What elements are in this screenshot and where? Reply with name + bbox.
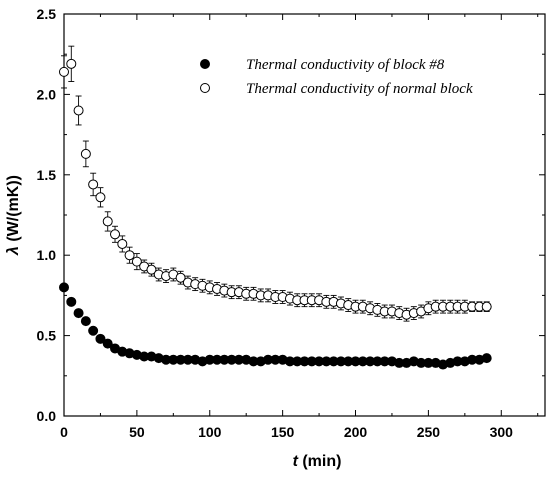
data-point-normal-block <box>131 256 142 267</box>
y-tick-label: 0.5 <box>37 328 57 344</box>
x-tick-label: 200 <box>344 424 368 440</box>
data-points <box>59 58 492 370</box>
x-tick-label: 300 <box>490 424 514 440</box>
data-point-normal-block <box>80 148 91 159</box>
data-point-normal-block <box>146 264 157 275</box>
x-tick-label: 0 <box>60 424 68 440</box>
x-axis-unit: (min) <box>298 453 342 470</box>
legend-label-block8: Thermal conductivity of block #8 <box>246 57 445 73</box>
x-axis-symbol: t <box>293 453 299 470</box>
legend-marker-block8 <box>200 59 210 69</box>
data-point-normal-block <box>73 105 84 116</box>
x-tick-label: 250 <box>417 424 441 440</box>
data-point-normal-block <box>117 238 128 249</box>
data-point-normal-block <box>66 58 77 69</box>
data-point-normal-block <box>59 66 69 77</box>
data-point-normal-block <box>481 301 492 312</box>
data-point-block8 <box>88 325 99 336</box>
axis-tick-labels: 0 50 100 150 200 250 300 0.0 0.5 1.0 1.5 2.0 2.5 <box>37 6 514 440</box>
x-tick-label: 100 <box>198 424 222 440</box>
x-tick-label: 150 <box>271 424 295 440</box>
data-point-normal-block <box>95 192 106 203</box>
data-point-normal-block <box>88 179 99 190</box>
legend: Thermal conductivity of block #8 Thermal… <box>200 57 473 97</box>
data-point-block8 <box>95 333 106 344</box>
data-point-normal-block <box>102 216 113 227</box>
y-tick-label: 1.5 <box>37 167 57 183</box>
y-tick-label: 0.0 <box>37 408 57 424</box>
y-tick-label: 2.5 <box>37 6 57 22</box>
data-point-normal-block <box>175 272 186 283</box>
y-axis-symbol: λ <box>5 246 22 256</box>
x-axis-title: t (min) <box>293 453 342 470</box>
data-point-block8 <box>66 296 77 307</box>
data-point-normal-block <box>124 250 135 261</box>
legend-label-normal-block: Thermal conductivity of normal block <box>246 81 473 97</box>
legend-marker-normal-block <box>200 83 210 93</box>
y-axis-unit: (W/(mK)) <box>5 175 22 246</box>
y-tick-label: 1.0 <box>37 247 57 263</box>
x-tick-label: 50 <box>129 424 145 440</box>
data-point-block8 <box>59 282 69 293</box>
data-point-normal-block <box>110 229 121 240</box>
y-axis-title: λ (W/(mK)) <box>5 175 22 256</box>
y-tick-label: 2.0 <box>37 86 57 102</box>
axis-ticks <box>63 13 545 417</box>
data-point-block8 <box>102 338 113 349</box>
data-point-block8 <box>73 308 84 319</box>
data-point-block8 <box>80 316 91 327</box>
data-point-block8 <box>481 353 492 364</box>
